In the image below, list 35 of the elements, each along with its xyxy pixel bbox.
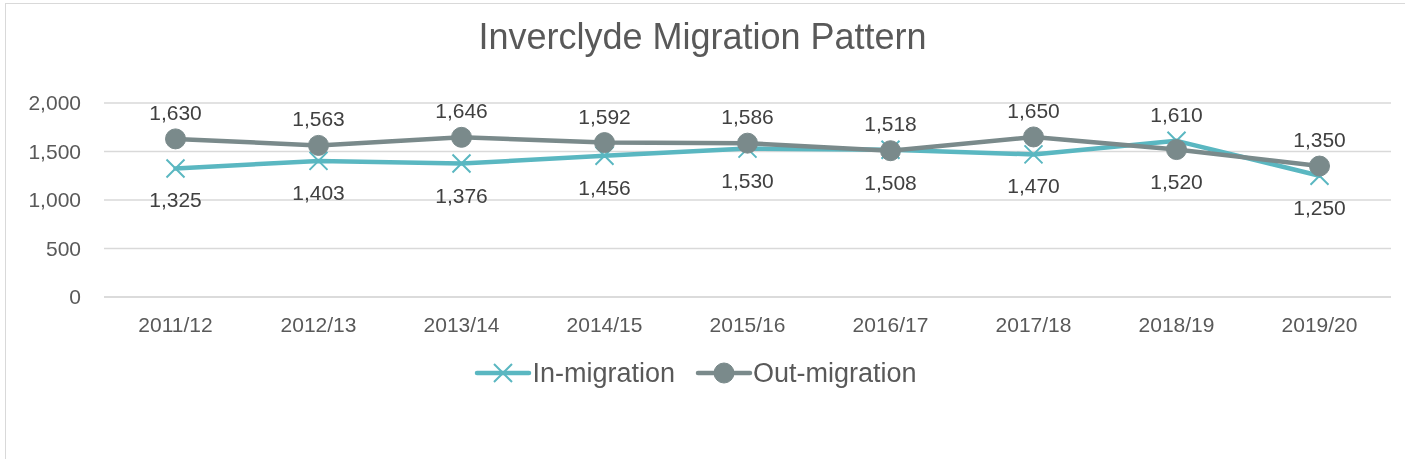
data-label: 1,592: [578, 104, 631, 128]
x-tick-label: 2013/14: [423, 312, 500, 336]
data-label: 1,586: [721, 105, 774, 129]
data-label: 1,456: [578, 175, 631, 199]
data-label: 1,470: [1007, 174, 1060, 198]
data-label: 1,650: [1007, 98, 1060, 122]
x-tick-label: 2018/19: [1138, 312, 1215, 336]
legend-label: In-migration: [532, 357, 675, 389]
chart-title: Inverclyde Migration Pattern: [477, 16, 928, 58]
y-tick-label: 2,000: [28, 91, 81, 115]
x-tick-label: 2016/17: [852, 312, 929, 336]
data-label: 1,563: [292, 107, 345, 131]
y-tick-label: 500: [45, 236, 81, 260]
x-tick-label: 2015/16: [709, 312, 786, 336]
data-label: 1,646: [435, 99, 488, 123]
data-label: 1,630: [149, 100, 202, 124]
data-label: 1,376: [435, 183, 488, 207]
y-tick-label: 1,500: [28, 139, 81, 163]
legend-label: Out-migration: [753, 357, 917, 389]
data-label: 1,518: [864, 111, 917, 135]
data-label: 1,250: [1293, 195, 1346, 219]
x-tick-label: 2012/13: [280, 312, 357, 336]
x-tick-label: 2014/15: [566, 312, 643, 336]
x-tick-label: 2019/20: [1281, 312, 1358, 336]
x-tick-label: 2017/18: [995, 312, 1072, 336]
data-label: 1,520: [1150, 169, 1203, 193]
data-label: 1,403: [292, 180, 345, 204]
x-tick-label: 2011/12: [138, 312, 213, 336]
data-label: 1,610: [1150, 102, 1203, 126]
data-label: 1,530: [721, 168, 774, 192]
data-label: 1,350: [1293, 128, 1346, 152]
data-label: 1,508: [864, 170, 917, 194]
y-tick-label: 0: [69, 285, 81, 309]
data-label: 1,325: [149, 188, 202, 212]
y-tick-label: 1,000: [28, 188, 81, 212]
